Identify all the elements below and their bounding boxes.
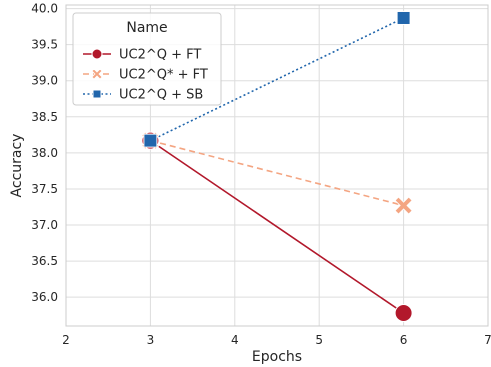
x-tick-label: 2 (62, 333, 70, 347)
y-tick-label: 37.5 (31, 182, 58, 196)
y-tick-label: 38.0 (31, 146, 58, 160)
y-tick-label: 36.5 (31, 254, 58, 268)
y-tick-label: 37.0 (31, 218, 58, 232)
legend-label: UC2^Q + FT (119, 48, 201, 63)
legend-label: UC2^Q + SB (119, 88, 203, 103)
y-tick-label: 39.0 (31, 74, 58, 88)
x-tick-label: 4 (231, 333, 239, 347)
data-point (394, 304, 413, 323)
legend-marker (91, 68, 103, 80)
legend: Name UC2^Q + FT UC2^Q* + FT UC2^Q + SB (72, 12, 222, 106)
data-point (143, 133, 158, 148)
y-tick-label: 38.5 (31, 110, 58, 124)
y-tick-labels: 36.0 36.5 37.0 37.5 38.0 38.5 39.0 39.5 40.0 (31, 2, 58, 305)
legend-box (72, 12, 222, 106)
y-tick-label: 39.5 (31, 38, 58, 52)
x-tick-label: 7 (484, 333, 491, 347)
series-lines (149, 17, 405, 314)
x-axis-label: Epochs (252, 349, 302, 365)
y-tick-label: 40.0 (31, 2, 58, 16)
series-line (149, 139, 405, 314)
legend-marker (92, 89, 102, 99)
plot-frame (65, 4, 489, 327)
legend-title: Name (126, 20, 167, 36)
series-markers (141, 10, 413, 323)
legend-label: UC2^Q* + FT (119, 68, 208, 83)
legend-items: UC2^Q + FT UC2^Q* + FT UC2^Q + SB (83, 48, 208, 103)
data-point (396, 10, 411, 25)
y-axis-label: Accuracy (9, 134, 25, 198)
legend-marker (91, 48, 103, 60)
x-tick-labels: 2 3 4 5 6 7 (62, 333, 491, 347)
x-tick-label: 5 (315, 333, 323, 347)
data-point (394, 196, 413, 215)
y-tick-label: 36.0 (31, 290, 58, 304)
series-line (150, 139, 404, 207)
x-tick-label: 6 (400, 333, 408, 347)
series-line (150, 17, 404, 142)
x-tick-label: 3 (147, 333, 155, 347)
